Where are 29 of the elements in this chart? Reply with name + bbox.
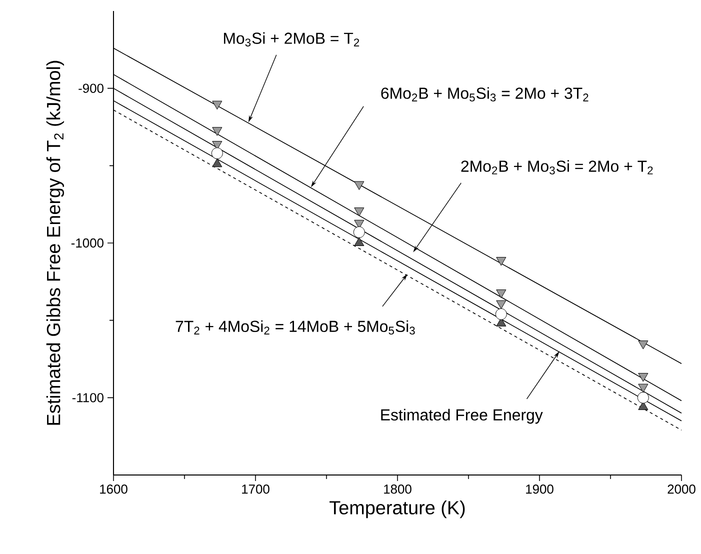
y-tick-label: -900 <box>78 84 104 93</box>
point <box>496 289 506 298</box>
y-tick-label: -1000 <box>71 238 104 248</box>
annotation: 2Mo$_{2}$B + Mo$_{3}$Si = 2Mo + T$_{2}$ <box>461 160 653 174</box>
annotation: 7T$_{2}$ + 4MoSi$_{2}$ = 14MoB + 5Mo$_{5}$Si$_{3}$ <box>176 320 415 335</box>
point <box>496 257 506 266</box>
annotation: Estimated Free Energy <box>381 408 543 424</box>
point <box>496 300 506 310</box>
x-tick-label: 1700 <box>242 484 270 494</box>
point <box>638 373 648 382</box>
point <box>354 208 364 216</box>
annotation: Mo$_{3}$Si + 2MoB = T$_{2}$ <box>224 32 360 46</box>
annotation: 6Mo$_{2}$B + Mo$_{5}$Si$_{3}$ = 2Mo + 3T$_{2}$ <box>381 87 588 102</box>
point <box>353 226 365 238</box>
point <box>212 127 222 136</box>
point <box>637 392 649 404</box>
x-axis-title: Temperature (K) <box>330 500 465 518</box>
point <box>212 100 222 110</box>
point <box>638 340 648 350</box>
y-tick-label: -1100 <box>72 393 104 402</box>
point <box>211 148 223 160</box>
x-tick-label: 1800 <box>384 484 412 494</box>
x-tick-label: 2000 <box>668 484 696 494</box>
x-tick-label: 1900 <box>526 484 554 494</box>
point <box>495 308 507 320</box>
point <box>638 384 648 393</box>
x-tick-label: 1600 <box>100 484 128 494</box>
point <box>354 181 364 190</box>
y-axis-title: Estimated Gibbs Free Energy of T$_{2}$ (kJ/mol) <box>46 60 64 425</box>
